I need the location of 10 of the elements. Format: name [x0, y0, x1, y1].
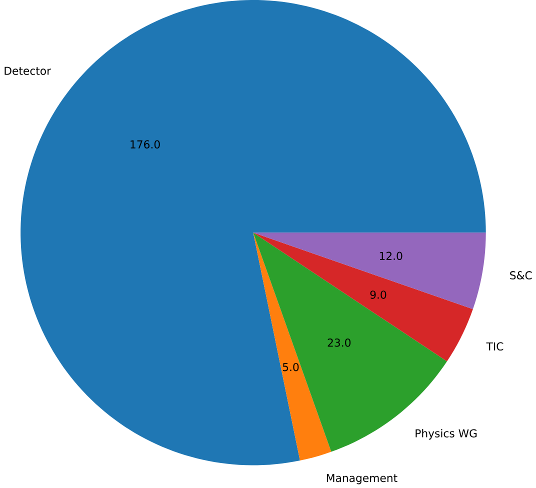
data-label: 176.0 — [130, 140, 160, 149]
data-label: 23.0 — [328, 338, 351, 347]
slice-label: Detector — [4, 66, 52, 76]
data-label: 9.0 — [370, 290, 386, 299]
slice-label: S&C — [510, 271, 532, 280]
data-label: 5.0 — [282, 363, 299, 372]
slice-label: Physics WG — [416, 429, 477, 440]
slice-label: Management — [326, 474, 398, 484]
data-label: 12.0 — [380, 252, 402, 260]
slice-label: TIC — [486, 342, 504, 351]
